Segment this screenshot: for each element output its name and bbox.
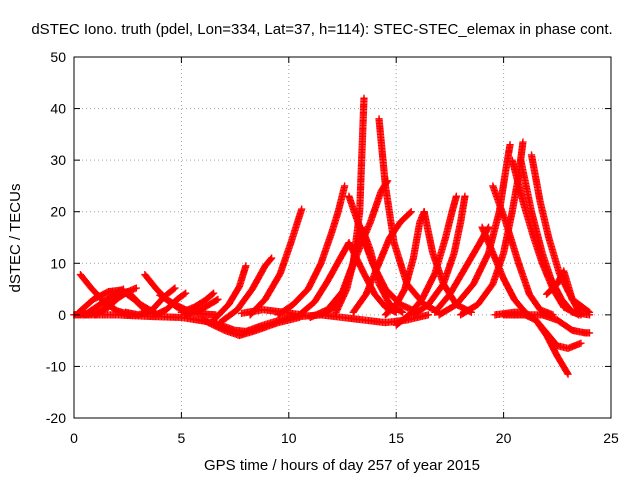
plot-frame [73, 56, 612, 419]
x-tick-label: 15 [388, 430, 404, 446]
ticks: 0 5 10 15 20 25 -20 -10 0 10 20 30 40 50 [46, 49, 619, 446]
axes [73, 56, 612, 419]
y-tick-label: 20 [50, 204, 66, 220]
data-point [424, 311, 433, 319]
y-tick-label: 0 [58, 307, 66, 323]
series-16 [246, 205, 306, 319]
data-marks [70, 94, 594, 378]
series-18 [274, 182, 349, 319]
series-34 [478, 223, 529, 316]
data-point [407, 208, 415, 216]
series-41 [542, 267, 585, 319]
data-point [341, 182, 349, 190]
data-point [576, 309, 584, 318]
data-point [563, 369, 571, 377]
data-point [584, 307, 592, 315]
data-point [182, 289, 190, 297]
data-point [213, 296, 221, 304]
x-tick-label: 0 [70, 430, 78, 446]
data-point [585, 329, 594, 337]
data-point [208, 290, 217, 298]
data-point [268, 254, 276, 262]
series-13 [199, 313, 304, 340]
data-point [170, 285, 178, 293]
data-point [577, 339, 585, 347]
series-30 [409, 192, 469, 319]
chart-title: dSTEC Iono. truth (pdel, Lon=334, Lat=37… [31, 21, 612, 38]
series-25 [317, 311, 433, 327]
data-point [585, 308, 594, 316]
series-42 [489, 182, 557, 319]
data-point [452, 192, 460, 200]
data-point [360, 94, 368, 102]
y-tick-label: 50 [50, 49, 66, 65]
series-40 [510, 311, 594, 337]
data-point [242, 262, 250, 270]
y-tick-label: -20 [46, 410, 66, 426]
y-tick-label: 10 [50, 255, 66, 271]
data-point [519, 138, 527, 146]
data-point [484, 223, 493, 231]
data-point [564, 370, 572, 378]
x-tick-label: 25 [603, 430, 619, 446]
data-point [506, 141, 514, 149]
y-tick-label: -10 [46, 358, 66, 374]
data-point [214, 295, 222, 303]
data-point [549, 311, 557, 319]
data-point [399, 308, 407, 316]
data-point [461, 192, 469, 200]
y-tick-label: 40 [50, 101, 66, 117]
data-point [267, 255, 275, 263]
data-point [210, 289, 218, 297]
y-tick-label: 30 [50, 152, 66, 168]
data-point [298, 205, 306, 213]
data-point [406, 209, 414, 217]
series-14 [210, 262, 250, 324]
x-tick-label: 5 [178, 430, 186, 446]
data-point [577, 311, 585, 319]
data-point [180, 290, 189, 298]
x-tick-label: 10 [281, 430, 297, 446]
x-axis-label: GPS time / hours of day 257 of year 2015 [204, 457, 480, 474]
data-point [171, 284, 179, 292]
x-tick-label: 20 [496, 430, 512, 446]
series-15 [216, 254, 276, 327]
y-axis-label: dSTEC / TECUs [7, 184, 24, 293]
data-point [397, 307, 405, 316]
series-26 [349, 208, 415, 316]
data-point [132, 284, 140, 292]
